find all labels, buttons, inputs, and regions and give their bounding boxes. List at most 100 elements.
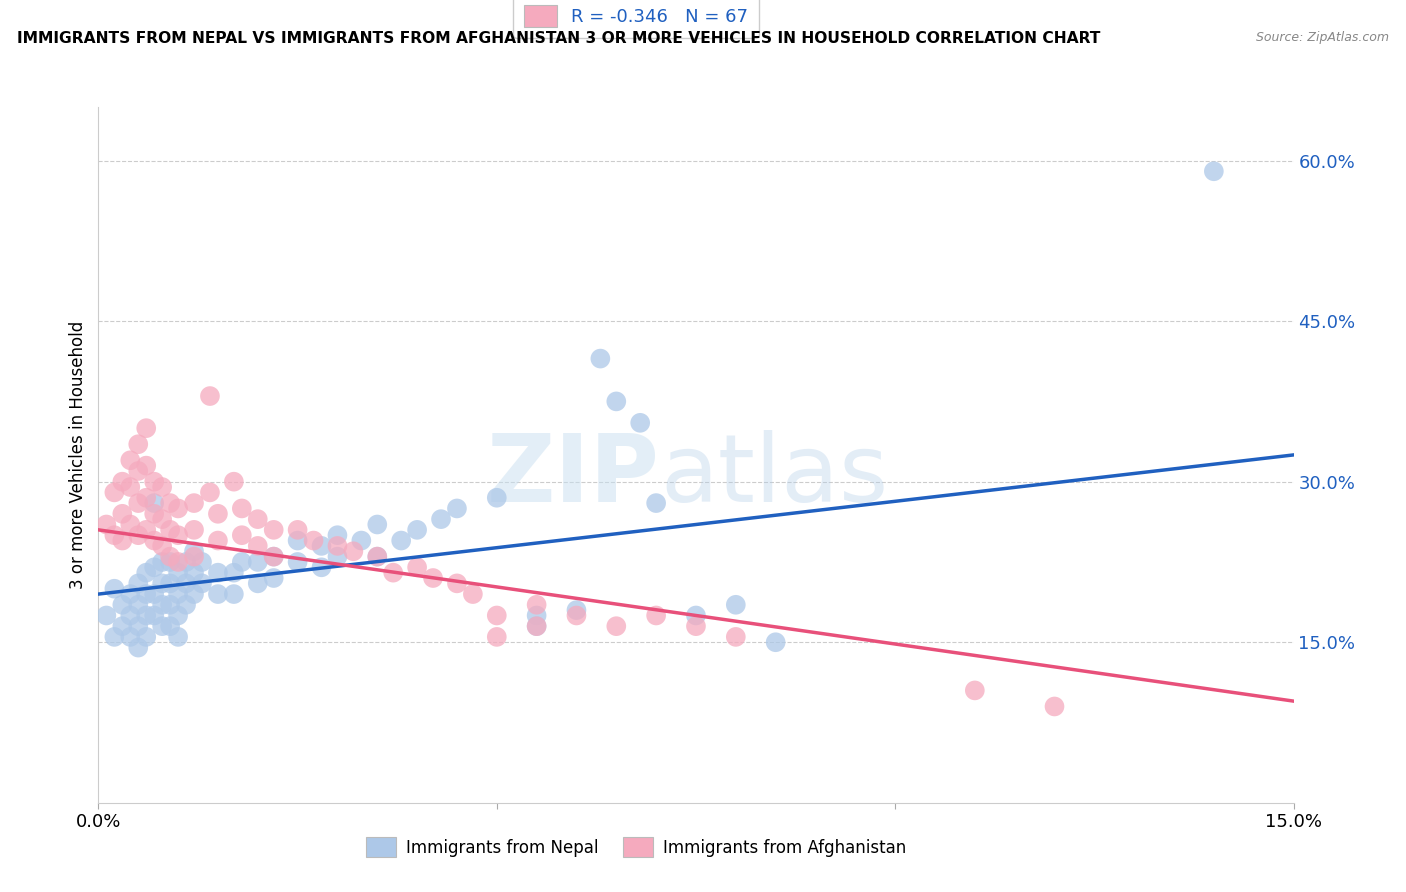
Point [135, 630, 157, 644]
Point [765, 635, 787, 649]
Point [135, 421, 157, 435]
Point [645, 608, 668, 623]
Point [406, 560, 429, 574]
Point [120, 608, 142, 623]
Point [382, 566, 405, 580]
Point [589, 351, 612, 366]
Point [120, 480, 142, 494]
Point [287, 523, 309, 537]
Point [963, 683, 986, 698]
Point [724, 598, 747, 612]
Point [127, 640, 149, 655]
Point [207, 507, 229, 521]
Point [120, 517, 142, 532]
Point [120, 630, 142, 644]
Point [222, 566, 245, 580]
Point [167, 555, 190, 569]
Point [287, 555, 309, 569]
Point [231, 501, 253, 516]
Point [724, 630, 747, 644]
Point [143, 560, 166, 574]
Point [127, 576, 149, 591]
Point [302, 533, 325, 548]
Point [430, 512, 453, 526]
Text: Source: ZipAtlas.com: Source: ZipAtlas.com [1256, 31, 1389, 45]
Point [207, 566, 229, 580]
Point [159, 549, 181, 564]
Point [222, 587, 245, 601]
Point [135, 566, 157, 580]
Point [167, 566, 190, 580]
Point [127, 598, 149, 612]
Point [366, 517, 388, 532]
Point [1202, 164, 1225, 178]
Point [1043, 699, 1066, 714]
Point [143, 496, 166, 510]
Point [311, 539, 333, 553]
Point [246, 576, 269, 591]
Point [685, 619, 707, 633]
Point [461, 587, 484, 601]
Point [183, 587, 205, 601]
Point [174, 555, 197, 569]
Y-axis label: 3 or more Vehicles in Household: 3 or more Vehicles in Household [69, 321, 87, 589]
Point [135, 458, 157, 473]
Point [191, 576, 214, 591]
Point [246, 539, 269, 553]
Point [446, 576, 468, 591]
Point [150, 480, 173, 494]
Point [246, 512, 269, 526]
Point [183, 496, 205, 510]
Point [389, 533, 412, 548]
Point [526, 608, 548, 623]
Point [183, 566, 205, 580]
Point [167, 587, 190, 601]
Point [143, 587, 166, 601]
Text: atlas: atlas [661, 430, 889, 522]
Point [143, 533, 166, 548]
Point [111, 507, 134, 521]
Point [526, 619, 548, 633]
Point [326, 549, 349, 564]
Point [366, 549, 388, 564]
Point [526, 619, 548, 633]
Point [231, 528, 253, 542]
Point [159, 523, 181, 537]
Point [350, 533, 373, 548]
Point [111, 475, 134, 489]
Point [222, 475, 245, 489]
Point [326, 528, 349, 542]
Point [565, 603, 588, 617]
Point [628, 416, 651, 430]
Point [207, 533, 229, 548]
Point [446, 501, 468, 516]
Point [685, 608, 707, 623]
Point [143, 507, 166, 521]
Point [246, 555, 269, 569]
Point [135, 523, 157, 537]
Point [605, 394, 627, 409]
Point [111, 533, 134, 548]
Point [103, 485, 125, 500]
Legend: Immigrants from Nepal, Immigrants from Afghanistan: Immigrants from Nepal, Immigrants from A… [359, 830, 914, 864]
Point [159, 555, 181, 569]
Point [127, 464, 149, 478]
Point [103, 528, 125, 542]
Point [159, 619, 181, 633]
Point [143, 608, 166, 623]
Point [183, 549, 205, 564]
Point [263, 523, 285, 537]
Point [127, 496, 149, 510]
Point [150, 539, 173, 553]
Point [111, 598, 134, 612]
Text: IMMIGRANTS FROM NEPAL VS IMMIGRANTS FROM AFGHANISTAN 3 OR MORE VEHICLES IN HOUSE: IMMIGRANTS FROM NEPAL VS IMMIGRANTS FROM… [17, 31, 1101, 46]
Point [167, 501, 190, 516]
Point [645, 496, 668, 510]
Point [167, 528, 190, 542]
Point [96, 517, 118, 532]
Point [263, 571, 285, 585]
Point [565, 608, 588, 623]
Point [120, 453, 142, 467]
Point [150, 576, 173, 591]
Point [120, 587, 142, 601]
